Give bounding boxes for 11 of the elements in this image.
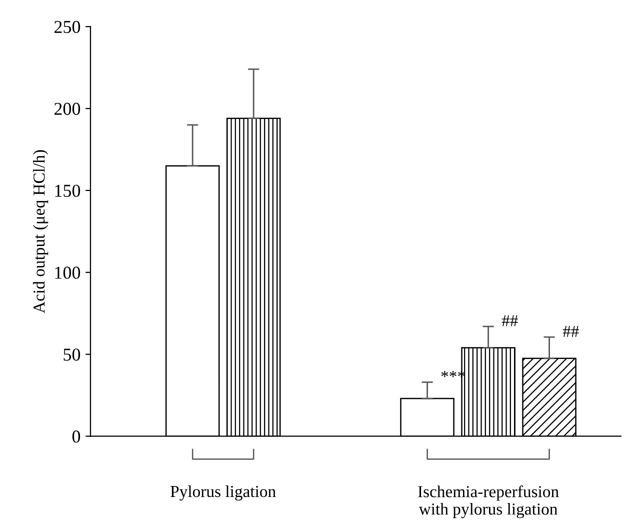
y-tick-label: 50 bbox=[64, 348, 80, 361]
annotation: ## bbox=[502, 315, 518, 326]
x-tick-label: Pylorus ligation bbox=[170, 485, 276, 501]
x-tick-label: Ischemia-reperfusion with pylorus ligation bbox=[418, 485, 559, 518]
y-axis-title: Acid output (μeq HCl/h) bbox=[32, 150, 48, 314]
y-tick-label: 0 bbox=[72, 430, 80, 443]
y-tick-label: 100 bbox=[55, 266, 80, 279]
y-tick-label: 200 bbox=[54, 102, 80, 115]
y-tick-label: 250 bbox=[54, 20, 80, 34]
annotation: ## bbox=[562, 326, 579, 337]
y-tick-label: 150 bbox=[55, 184, 80, 197]
